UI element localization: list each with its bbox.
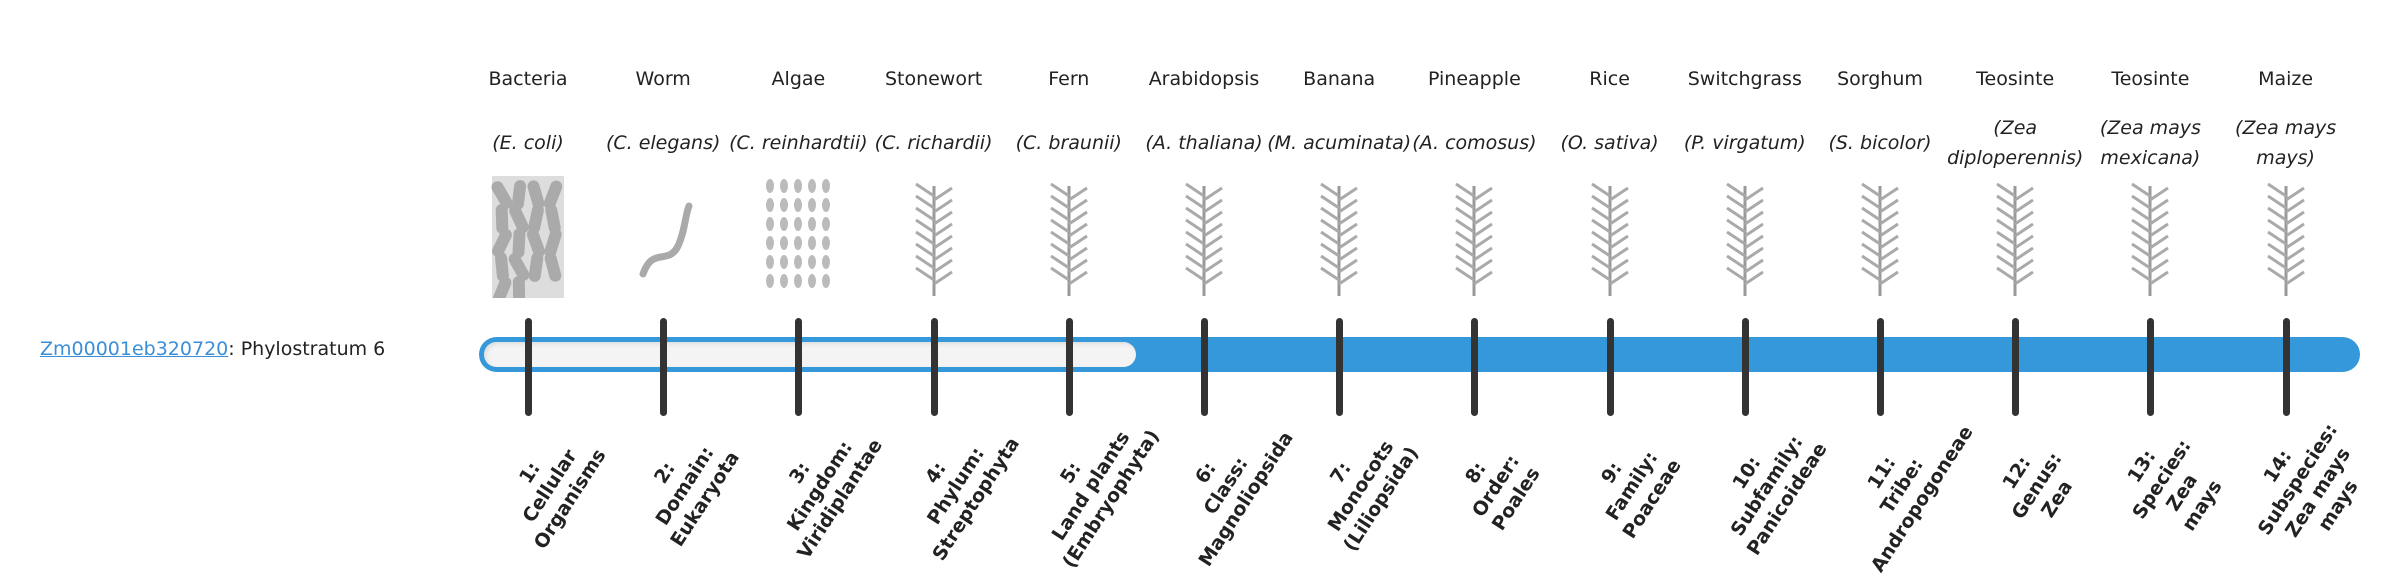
stratum-label: 1: Cellular Organisms [462,387,638,584]
teosinte-icon [1996,182,2035,296]
scientific-name-text: (C. reinhardtii) [729,132,868,154]
stratum-label: 6: Class: Magnoliopsida [1138,387,1314,584]
switchgrass-icon [1725,182,1764,296]
rice-icon [1590,182,1629,296]
organism-scientific-name: (A. comosus) [1400,108,1548,178]
scientific-name-text: (Zea diploperennis) [1947,117,2084,169]
scientific-name-text: (Zea mays mexicana) [2099,117,2201,169]
organism-name: Fern [1048,68,1090,90]
stratum-label: 14: Subspecies: Zea mays mays [2219,387,2395,584]
organism-name: Teosinte [2111,68,2190,90]
stratum-tick [930,318,938,416]
scientific-name-text: (A. thaliana) [1145,132,1263,154]
stratum-label: 13: Species: Zea mays [2084,387,2260,584]
stratum-label: 5: Land plants (Embryophyta) [1003,387,1179,584]
organism-name: Rice [1589,68,1630,90]
stratum-tick [2012,318,2020,416]
organism-scientific-name: (C. richardii) [860,108,1008,178]
stratum-label: 8: Order: Poales [1408,387,1584,584]
organism-name: Stonewort [884,68,983,90]
organism-scientific-name: (C. reinhardtii) [724,108,872,178]
scientific-name-text: (S. bicolor) [1828,132,1932,154]
scientific-name-text: (C. braunii) [1015,132,1122,154]
organism-name: Banana [1303,68,1376,90]
scientific-name-text: (E. coli) [492,132,564,154]
arabidopsis-icon [1185,182,1223,296]
scientific-name-text: (C. richardii) [874,132,993,154]
stratum-label: 12: Genus: Zea [1949,387,2125,584]
stratum-tick [525,318,532,416]
organism-scientific-name: (Zea diploperennis) [1941,108,2089,178]
stratum-label: 3: Kingdom: Viridiplantae [732,387,908,584]
stratum-label: 9: Family: Poaceae [1543,387,1719,584]
organism-scientific-name: (C. braunii) [995,108,1143,178]
bar-empty-section [484,342,1137,367]
organism-scientific-name: (M. acuminata) [1265,108,1413,178]
scientific-name-text: (Zea mays mays) [2235,117,2337,169]
stratum-tick [1741,318,1749,416]
teosinte-icon [2131,182,2170,296]
phylostratum-bar [479,337,2360,372]
organism-scientific-name: (P. virgatum) [1671,108,1819,178]
stratum-tick [1471,318,1479,416]
scientific-name-text: (M. acuminata) [1267,132,1412,154]
organism-name: Worm [635,68,691,90]
organism-name: Bacteria [488,68,568,90]
sorghum-icon [1861,182,1899,296]
stratum-tick [1877,318,1884,416]
stratum-tick [660,318,668,416]
scientific-name-text: (A. comosus) [1412,132,1537,154]
organism-scientific-name: (C. elegans) [589,108,737,178]
stratum-tick [1201,318,1208,416]
organism-scientific-name: (O. sativa) [1536,108,1684,178]
bacteria-icon [491,176,564,298]
organism-name: Arabidopsis [1148,68,1260,90]
scientific-name-text: (C. elegans) [605,132,721,154]
stratum-tick [1336,318,1344,416]
stratum-tick [1065,318,1073,416]
organism-name: Pineapple [1427,68,1521,90]
stratum-tick [2147,318,2155,416]
fern-icon [1049,182,1088,296]
organism-name: Teosinte [1976,68,2055,90]
organism-scientific-name: (S. bicolor) [1806,108,1954,178]
stratum-label: 2: Domain: Eukaryota [597,387,773,584]
organism-name: Algae [771,68,826,90]
gene-link[interactable]: Zm00001eb320720 [40,338,229,360]
organism-scientific-name: (Zea mays mexicana) [2076,108,2224,178]
stonewort-icon [914,182,953,296]
stratum-tick [795,318,803,416]
organism-scientific-name: (Zea mays mays) [2212,108,2360,178]
stratum-label: 4: Phylum: Streptophyta [867,387,1043,584]
banana-plant-icon [1320,182,1359,296]
stratum-tick [1606,318,1614,416]
stratum-label: 10: Subfamily: Panicoideae [1679,387,1855,584]
maize-icon [2266,182,2305,296]
stratum-tick [2282,318,2290,416]
gene-label: Zm00001eb320720: Phylostratum 6 [40,338,385,360]
pineapple-icon [1455,182,1494,296]
organism-name: Sorghum [1837,68,1923,90]
organism-scientific-name: (E. coli) [454,108,602,178]
organism-scientific-name: (A. thaliana) [1130,108,1278,178]
organism-name: Switchgrass [1687,68,1802,90]
scientific-name-text: (P. virgatum) [1683,132,1806,154]
organism-name: Maize [2258,68,2314,90]
scientific-name-text: (O. sativa) [1560,132,1659,154]
worm-icon [639,202,693,278]
stratum-label: 7: Monocots (Liliopsida) [1273,387,1449,584]
algae-icon [766,179,831,288]
phylostratum-text: : Phylostratum 6 [228,338,386,360]
stratum-label: 11: Tribe: Andropogoneae [1814,387,1990,584]
